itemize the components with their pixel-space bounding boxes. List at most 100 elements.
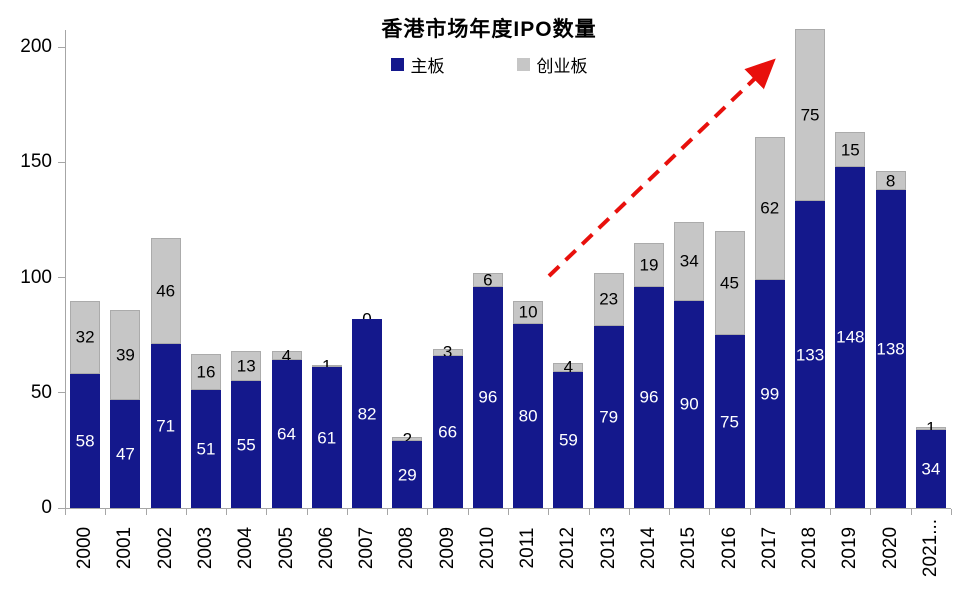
x-axis-label: 2011 [517, 527, 539, 569]
main-board-segment: 133 [795, 201, 826, 508]
y-axis-tick-label: 150 [20, 151, 52, 173]
x-axis-tick [427, 509, 429, 515]
bar-2007: 082 [352, 0, 383, 508]
x-axis-tick [306, 509, 308, 515]
main-board-value-label: 133 [795, 345, 825, 365]
main-board-value-label: 96 [639, 387, 659, 407]
x-axis-label: 2010 [476, 526, 498, 570]
gem-value-label: 34 [679, 251, 699, 271]
x-axis-label: 2021... [919, 518, 941, 578]
x-axis-tick [105, 509, 107, 515]
gem-segment: 19 [633, 242, 664, 287]
bar-2021: 1 34 [915, 0, 946, 508]
main-board-value-label: 90 [679, 394, 699, 414]
main-board-value-label: 75 [720, 412, 739, 432]
gem-segment: 32 [70, 300, 101, 375]
bar-2009: 3 66 [432, 0, 463, 508]
x-axis-label: 2005 [275, 526, 297, 570]
main-board-segment: 66 [432, 355, 463, 508]
x-axis-tick [951, 509, 952, 515]
main-board-value-label: 34 [921, 459, 941, 479]
chart-title: 香港市场年度IPO数量 [381, 18, 597, 41]
bar-2008: 2 29 [392, 0, 423, 508]
bar-2019: 15 148 [835, 0, 866, 508]
bar-2020: 8 138 [875, 0, 906, 508]
x-axis-label: 2015 [678, 526, 700, 570]
bar-2005: 4 64 [271, 0, 302, 508]
main-board-value-label: 64 [277, 424, 296, 444]
gem-value-label: 2 [402, 429, 413, 449]
x-axis-label: 2019 [839, 526, 861, 570]
gem-value-label: 15 [840, 140, 860, 160]
main-board-value-label: 82 [357, 404, 377, 423]
gem-segment: 16 [190, 353, 221, 391]
gem-segment: 8 [875, 171, 906, 190]
gem-value-label: 1 [322, 356, 332, 376]
bar-2012: 4 59 [553, 0, 584, 508]
gem-segment: 34 [674, 222, 705, 301]
x-axis-tick [145, 509, 147, 515]
x-axis-label: 2007 [356, 526, 378, 570]
x-axis-tick [65, 509, 66, 515]
main-board-value-label: 58 [75, 431, 95, 451]
x-axis-label: 2016 [718, 526, 740, 570]
main-board-segment: 51 [190, 390, 221, 508]
x-axis-label: 2009 [436, 526, 458, 570]
main-board-segment: 96 [633, 286, 664, 508]
gem-segment: 39 [110, 309, 141, 400]
x-axis-tick [387, 509, 389, 515]
gem-value-label: 39 [115, 345, 135, 365]
x-axis-label: 2008 [396, 526, 418, 570]
y-axis-tick-label: 100 [20, 266, 52, 288]
main-board-segment: 96 [472, 286, 503, 508]
x-axis-tick [709, 509, 711, 515]
gem-value-label: 16 [196, 362, 216, 382]
bar-2000: 32 58 [70, 0, 101, 508]
x-axis-tick [467, 509, 469, 515]
x-axis-tick [266, 509, 268, 515]
x-axis-label: 2018 [799, 526, 821, 570]
x-axis-tick [346, 509, 348, 515]
x-axis-tick [910, 509, 912, 515]
gem-segment: 15 [835, 132, 866, 167]
x-axis-tick [548, 509, 550, 515]
gem-value-label: 19 [639, 255, 659, 275]
bar-2003: 16 51 [190, 0, 221, 508]
gem-value-label: 23 [599, 289, 619, 309]
bar-2016: 45 75 [714, 0, 745, 508]
gem-segment: 75 [795, 28, 826, 202]
gem-segment: 45 [714, 231, 745, 336]
ipo-chart: 香港市场年度IPO数量 主板 创业板 0 50 100 150 200 32 58 2000 3… [20, 0, 952, 578]
x-axis-label: 2000 [74, 526, 96, 570]
main-board-value-label: 71 [156, 416, 176, 436]
legend-label-main-board: 主板 [410, 57, 445, 76]
main-board-swatch-icon [390, 58, 404, 71]
y-axis-tick [58, 507, 65, 509]
main-board-segment: 79 [593, 325, 624, 508]
main-board-segment: 138 [875, 189, 906, 508]
gem-segment: 62 [754, 136, 785, 280]
main-board-segment: 71 [150, 344, 181, 508]
x-axis-label: 2014 [637, 526, 659, 570]
gem-value-label: 75 [800, 105, 820, 125]
main-board-value-label: 51 [196, 439, 216, 459]
gem-segment: 3 [432, 344, 463, 361]
gem-segment: 2 [392, 430, 423, 447]
main-board-segment: 90 [674, 300, 705, 508]
x-axis-tick [226, 509, 228, 515]
gem-value-label: 32 [75, 327, 95, 347]
y-axis-tick [58, 46, 65, 48]
x-axis-tick [628, 509, 630, 515]
gem-segment: 4 [271, 347, 302, 364]
x-axis-tick [669, 509, 671, 515]
gem-segment: 1 [915, 420, 946, 437]
x-axis-label: 2013 [597, 526, 619, 570]
main-board-value-label: 138 [876, 339, 905, 359]
y-axis [65, 30, 66, 509]
main-board-segment: 29 [392, 441, 423, 508]
gem-value-label: 45 [720, 273, 739, 293]
main-board-value-label: 61 [317, 428, 337, 448]
main-board-segment: 80 [513, 323, 544, 508]
bar-2013: 23 79 [593, 0, 624, 508]
main-board-value-label: 148 [836, 327, 865, 347]
